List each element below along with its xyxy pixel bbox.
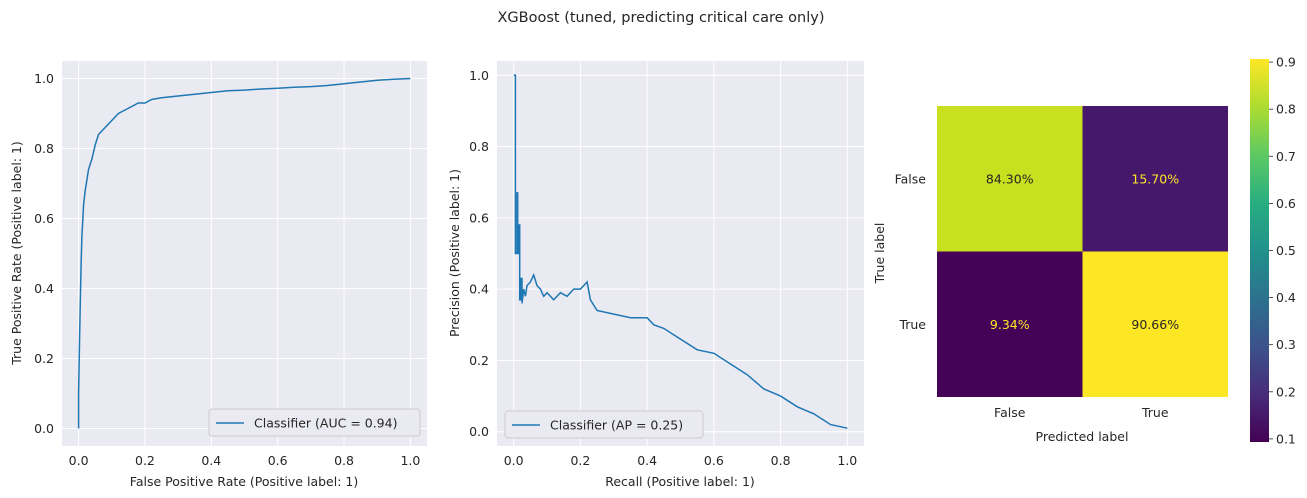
roc-grid (62, 61, 427, 446)
roc-xticks: 0.0 0.2 0.4 0.6 0.8 1.0 (69, 453, 421, 468)
roc-plot-area (62, 61, 427, 446)
roc-xtick-label: 0.6 (268, 453, 288, 468)
cm-ylabel: True label (872, 223, 887, 285)
cm-xtick-label: True (1141, 405, 1169, 420)
colorbar-tick-label: 0.9 (1276, 55, 1296, 70)
colorbar (1250, 59, 1269, 442)
colorbar-tick-label: 0.1 (1276, 431, 1296, 446)
pr-xtick-label: 0.6 (704, 453, 724, 468)
cm-xlabel: Predicted label (1036, 429, 1129, 444)
colorbar-ticks: 0.1 0.2 0.3 0.4 0.5 0.6 0.7 0.8 0.9 (1269, 55, 1296, 446)
roc-ylabel: True Positive Rate (Positive label: 1) (9, 141, 24, 366)
colorbar-tick-label: 0.7 (1276, 149, 1296, 164)
roc-ytick-label: 0.8 (34, 141, 54, 156)
pr-plot-area (497, 61, 864, 446)
roc-xlabel: False Positive Rate (Positive label: 1) (130, 474, 358, 489)
pr-ytick-label: 0.0 (469, 424, 489, 439)
pr-curve-line (513, 74, 848, 429)
pr-xtick-label: 0.2 (570, 453, 590, 468)
roc-ytick-label: 0.2 (34, 351, 54, 366)
cm-cell (937, 106, 1083, 252)
colorbar-tick-label: 0.8 (1276, 102, 1296, 117)
roc-xtick-label: 0.2 (135, 453, 155, 468)
roc-xtick-label: 0.8 (334, 453, 354, 468)
figure-title: XGBoost (tuned, predicting critical care… (498, 10, 825, 26)
roc-legend-label: Classifier (AUC = 0.94) (254, 416, 397, 431)
roc-curve-line (77, 77, 411, 429)
pr-ytick-label: 0.4 (469, 282, 489, 297)
cm-cell (937, 251, 1083, 397)
pr-xtick-label: 0.4 (637, 453, 657, 468)
cm-cell-label: 9.34% (990, 317, 1030, 332)
cm-ytick-label: False (895, 171, 927, 186)
roc-ytick-label: 0.4 (34, 281, 54, 296)
colorbar-tick-label: 0.5 (1276, 243, 1296, 258)
roc-xtick-label: 0.0 (69, 453, 89, 468)
colorbar-tick-label: 0.3 (1276, 337, 1296, 352)
colorbar-tick-label: 0.6 (1276, 196, 1296, 211)
roc-ytick-label: 0.6 (34, 211, 54, 226)
cm-cell-label: 84.30% (986, 171, 1034, 186)
pr-xtick-label: 0.8 (771, 453, 791, 468)
cm-cell (1082, 106, 1228, 252)
pr-xtick-label: 1.0 (837, 453, 857, 468)
cm-cell (1082, 251, 1228, 397)
pr-legend-label: Classifier (AP = 0.25) (550, 418, 683, 433)
roc-ytick-label: 1.0 (34, 71, 54, 86)
pr-xticks: 0.0 0.2 0.4 0.6 0.8 1.0 (504, 453, 858, 468)
roc-xtick-label: 1.0 (400, 453, 420, 468)
pr-ytick-label: 0.8 (469, 139, 489, 154)
roc-ytick-label: 0.0 (34, 421, 54, 436)
confusion-matrix-cells: 84.30% 15.70% 9.34% 90.66% False True False Tru… (895, 106, 1228, 420)
colorbar-tick-label: 0.2 (1276, 384, 1296, 399)
pr-xtick-label: 0.0 (504, 453, 524, 468)
pr-legend: Classifier (AP = 0.25) (504, 410, 704, 439)
pr-ylabel: Precision (Positive label: 1) (447, 169, 462, 337)
pr-ytick-label: 0.2 (469, 353, 489, 368)
colorbar-tick-label: 0.4 (1276, 290, 1296, 305)
confusion-matrix-panel: 84.30% 15.70% 9.34% 90.66% False True False Tru… (872, 55, 1296, 447)
roc-xtick-label: 0.4 (201, 453, 221, 468)
roc-legend: Classifier (AUC = 0.94) (208, 408, 421, 437)
roc-panel: 0.0 0.2 0.4 0.6 0.8 1.0 0.0 0.2 0.4 0.6 0.8 1.0 Cl… (9, 61, 427, 489)
pr-yticks: 0.0 0.2 0.4 0.6 0.8 1.0 (469, 68, 489, 439)
cm-xtick-label: False (994, 405, 1026, 420)
roc-yticks: 0.0 0.2 0.4 0.6 0.8 1.0 (34, 71, 54, 436)
cm-cell-label: 90.66% (1131, 317, 1179, 332)
pr-xlabel: Recall (Positive label: 1) (605, 474, 755, 489)
pr-panel: 0.0 0.2 0.4 0.6 0.8 1.0 0.0 0.2 0.4 0.6 0.8 1.0 Cl… (447, 61, 864, 489)
cm-ytick-label: True (898, 317, 926, 332)
cm-cell-label: 15.70% (1131, 171, 1179, 186)
pr-ytick-label: 0.6 (469, 210, 489, 225)
pr-ytick-label: 1.0 (469, 68, 489, 83)
